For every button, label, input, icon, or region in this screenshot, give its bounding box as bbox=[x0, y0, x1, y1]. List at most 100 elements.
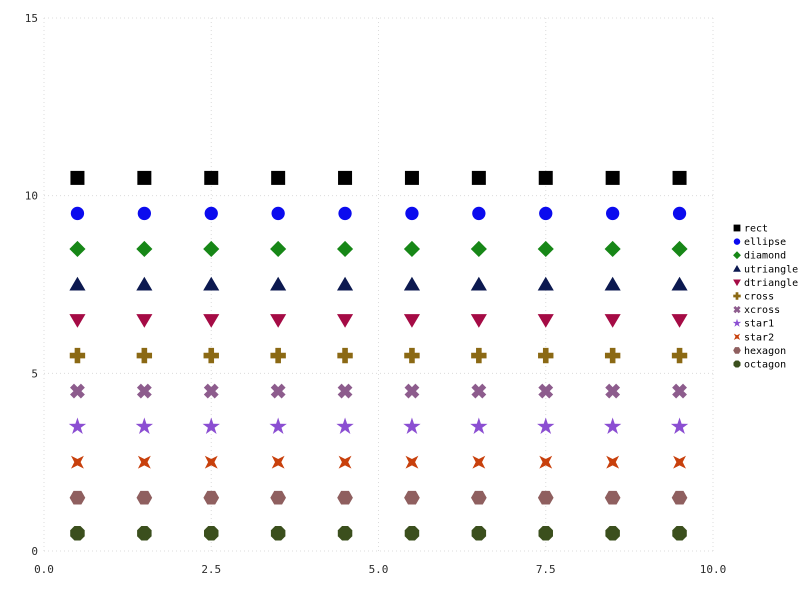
legend-label: star1 bbox=[744, 319, 774, 330]
marker-diamond bbox=[337, 240, 354, 258]
marker-hexagon bbox=[203, 490, 220, 505]
marker-xcross bbox=[203, 383, 219, 399]
marker-star2 bbox=[338, 455, 352, 469]
marker-star1 bbox=[732, 318, 742, 327]
marker-diamond bbox=[203, 240, 220, 258]
marker-rect bbox=[204, 170, 219, 185]
marker-star1 bbox=[269, 417, 287, 434]
marker-octagon bbox=[204, 525, 219, 541]
marker-star1 bbox=[470, 417, 488, 434]
marker-dtriangle bbox=[403, 314, 420, 328]
marker-rect bbox=[338, 170, 353, 185]
marker-utriangle bbox=[537, 276, 554, 291]
marker-star1 bbox=[670, 417, 689, 434]
legend-item-star2: star2 bbox=[733, 332, 774, 343]
marker-diamond bbox=[69, 240, 86, 258]
marker-dtriangle bbox=[270, 314, 287, 328]
marker-star1 bbox=[202, 417, 220, 434]
marker-cross bbox=[270, 347, 286, 364]
marker-star2 bbox=[606, 455, 620, 469]
marker-star2 bbox=[405, 455, 419, 469]
x-tick-label: 7.5 bbox=[536, 563, 556, 576]
marker-utriangle bbox=[733, 265, 741, 272]
series-diamond bbox=[69, 240, 688, 258]
marker-cross bbox=[604, 347, 621, 364]
marker-dtriangle bbox=[136, 314, 153, 328]
marker-dtriangle bbox=[337, 314, 354, 328]
marker-ellipse bbox=[672, 206, 687, 221]
marker-utriangle bbox=[470, 276, 487, 291]
marker-star2 bbox=[472, 455, 486, 469]
legend-item-diamond: diamond bbox=[733, 251, 786, 262]
marker-ellipse bbox=[271, 206, 285, 221]
marker-diamond bbox=[671, 240, 688, 258]
legend-item-star1: star1 bbox=[732, 318, 774, 330]
marker-octagon bbox=[404, 525, 420, 541]
marker-xcross bbox=[270, 383, 286, 399]
marker-cross bbox=[136, 347, 153, 364]
legend-label: dtriangle bbox=[744, 278, 798, 289]
y-tick-label: 15 bbox=[25, 12, 38, 25]
series-dtriangle bbox=[69, 314, 688, 328]
legend-item-ellipse: ellipse bbox=[733, 237, 786, 248]
marker-ellipse bbox=[606, 206, 620, 221]
marker-rect bbox=[605, 170, 620, 185]
marker-utriangle bbox=[671, 276, 688, 291]
legend-item-dtriangle: dtriangle bbox=[733, 278, 798, 289]
marker-cross bbox=[203, 347, 219, 364]
marker-xcross bbox=[136, 383, 152, 399]
marker-diamond bbox=[403, 240, 420, 258]
legend-item-xcross: xcross bbox=[733, 305, 780, 316]
marker-diamond bbox=[470, 240, 487, 258]
series-star1 bbox=[68, 417, 689, 434]
marker-hexagon bbox=[69, 490, 86, 505]
marker-cross bbox=[671, 347, 688, 364]
marker-dtriangle bbox=[671, 314, 688, 328]
y-tick-label: 5 bbox=[31, 367, 38, 380]
legend-item-utriangle: utriangle bbox=[733, 264, 798, 275]
marker-diamond bbox=[537, 240, 554, 258]
marker-dtriangle bbox=[470, 314, 487, 328]
marker-dtriangle bbox=[537, 314, 554, 328]
marker-hexagon bbox=[604, 490, 621, 505]
marker-star2 bbox=[733, 333, 741, 340]
marker-octagon bbox=[270, 525, 286, 541]
legend-label: hexagon bbox=[744, 346, 786, 357]
series-star2 bbox=[71, 455, 686, 469]
marker-octagon bbox=[471, 525, 487, 541]
marker-diamond bbox=[270, 240, 287, 258]
marker-octagon bbox=[605, 525, 620, 541]
legend-label: rect bbox=[744, 224, 768, 235]
marker-utriangle bbox=[69, 276, 86, 291]
marker-ellipse bbox=[137, 206, 152, 221]
marker-dtriangle bbox=[203, 314, 220, 328]
legend-item-cross: cross bbox=[733, 292, 774, 303]
marker-octagon bbox=[137, 525, 152, 541]
marker-utriangle bbox=[337, 276, 354, 291]
legend-label: ellipse bbox=[744, 237, 786, 248]
marker-dtriangle bbox=[604, 314, 621, 328]
marker-star2 bbox=[539, 455, 553, 469]
marker-utriangle bbox=[604, 276, 621, 291]
marker-star1 bbox=[68, 417, 87, 434]
marker-hexagon bbox=[270, 490, 286, 505]
marker-cross bbox=[733, 292, 741, 300]
marker-star1 bbox=[537, 417, 555, 434]
marker-rect bbox=[70, 170, 85, 185]
marker-cross bbox=[69, 347, 86, 364]
marker-ellipse bbox=[204, 206, 218, 221]
marker-utriangle bbox=[203, 276, 220, 291]
marker-star2 bbox=[137, 455, 151, 469]
marker-rect bbox=[137, 170, 152, 185]
legend: rect ellipse diamond utriangle dtriangle cros… bbox=[732, 224, 798, 371]
marker-xcross bbox=[538, 383, 554, 399]
marker-diamond bbox=[733, 251, 741, 260]
marker-star1 bbox=[135, 417, 153, 434]
marker-star1 bbox=[336, 417, 354, 434]
marker-cross bbox=[404, 347, 420, 364]
series-utriangle bbox=[69, 276, 688, 291]
x-tick-label: 2.5 bbox=[201, 563, 221, 576]
legend-label: cross bbox=[744, 292, 774, 303]
